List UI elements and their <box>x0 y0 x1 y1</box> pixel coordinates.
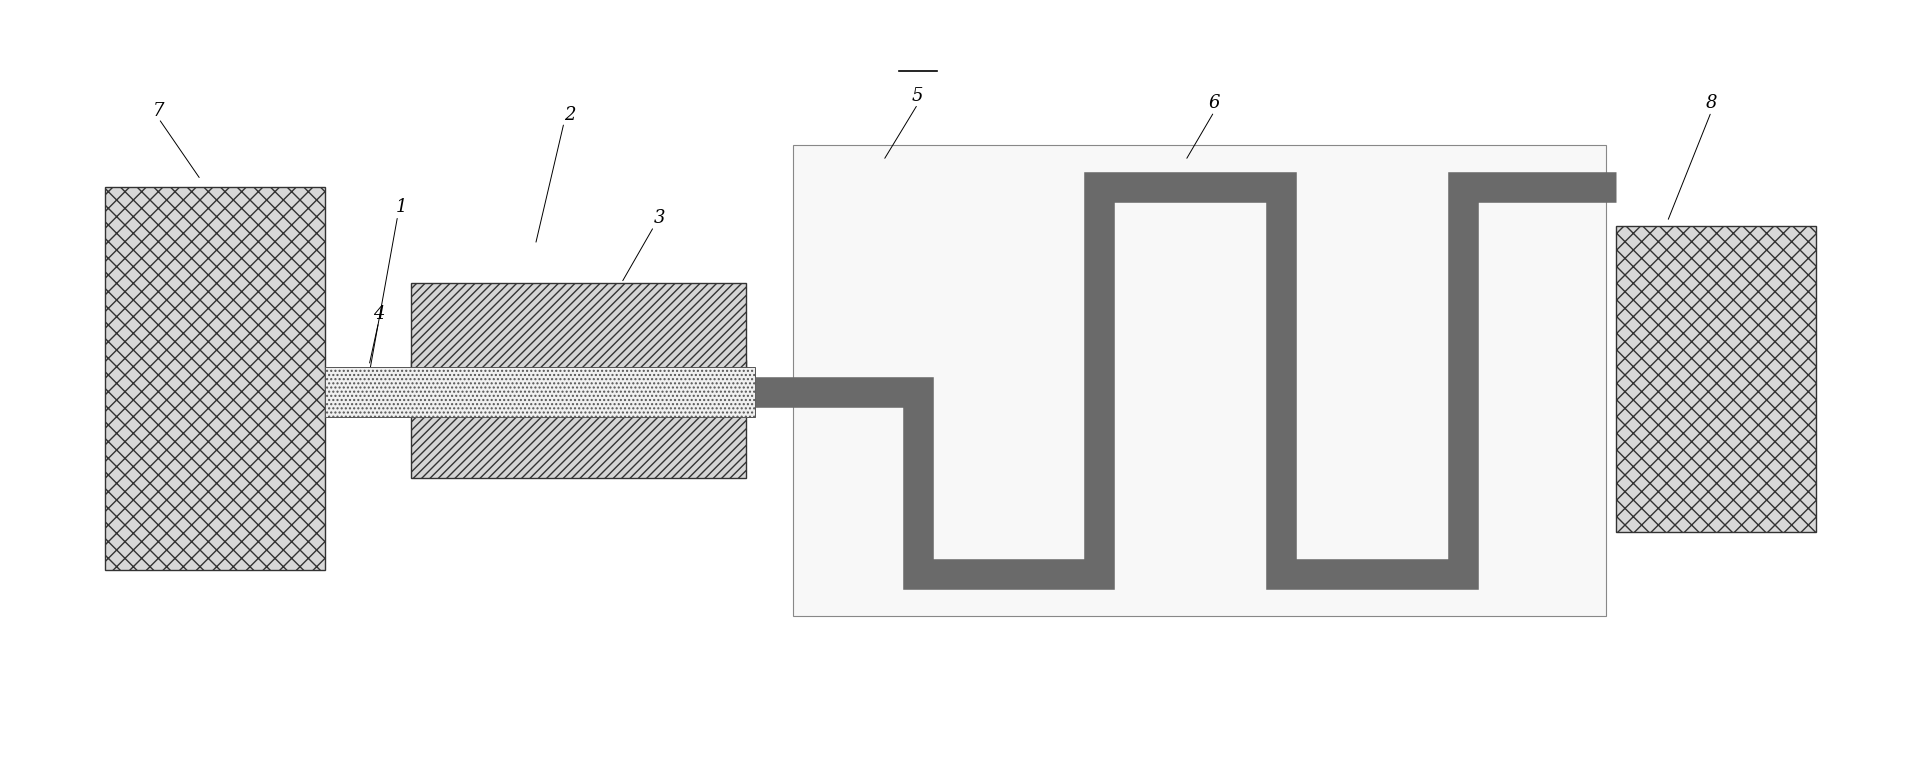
Bar <box>1616 226 1816 532</box>
Text: 3: 3 <box>654 209 665 227</box>
Bar <box>411 283 746 402</box>
Bar <box>105 187 325 570</box>
Bar <box>793 145 1606 616</box>
Text: 4: 4 <box>373 304 384 323</box>
Text: 6: 6 <box>1208 94 1220 112</box>
Bar <box>411 360 746 478</box>
Text: 5: 5 <box>912 86 923 105</box>
Text: 2: 2 <box>564 106 576 124</box>
Text: 8: 8 <box>1706 94 1717 112</box>
Text: 1: 1 <box>396 197 407 216</box>
Text: 7: 7 <box>153 102 164 120</box>
Bar <box>325 367 755 417</box>
